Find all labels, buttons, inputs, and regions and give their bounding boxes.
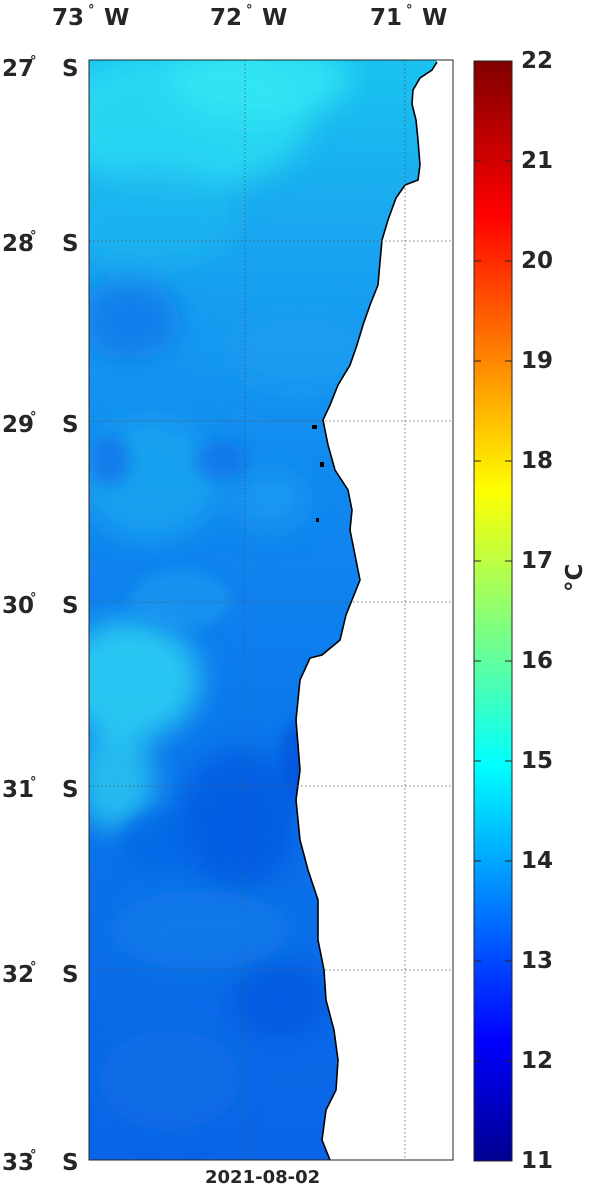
colorbar-ticks	[474, 160, 512, 1062]
lat-label-27s: 27 ° S	[2, 54, 79, 82]
map-frame	[88, 59, 454, 1161]
colorbar-tick-label: 19	[521, 348, 554, 374]
colorbar-tick-label: 11	[521, 1148, 554, 1174]
sea-surface-temperature-field	[89, 60, 437, 1160]
colorbar-tick-label: 14	[521, 848, 554, 874]
colorbar-tick-label: 13	[521, 948, 554, 974]
lat-label-33s: 33 ° S	[2, 1148, 79, 1176]
colorbar-tick-label: 18	[521, 448, 554, 474]
island-marker	[316, 518, 319, 522]
island-marker	[320, 462, 324, 467]
lon-label-71w: 71 ° W	[370, 3, 448, 31]
lat-label-28s: 28 ° S	[2, 229, 79, 257]
colorbar-tick-label: 17	[521, 548, 554, 574]
lon-label-72w: 72 ° W	[210, 3, 288, 31]
lat-label-30s: 30 ° S	[2, 591, 79, 619]
colorbar	[473, 60, 513, 1162]
colorbar-tick-label: 12	[521, 1048, 554, 1074]
colorbar-unit-label: °C	[562, 563, 588, 592]
island-marker	[312, 425, 317, 429]
colorbar-tick-label: 20	[521, 248, 554, 274]
lat-label-29s: 29 ° S	[2, 410, 79, 438]
colorbar-tick-label: 16	[521, 648, 554, 674]
coastline	[295, 61, 438, 1161]
lon-label-73w: 73 ° W	[52, 3, 130, 31]
map-date-label: 2021-08-02	[205, 1167, 321, 1188]
lat-label-32s: 32 ° S	[2, 960, 79, 988]
colorbar-tick-label: 21	[521, 148, 554, 174]
lat-label-31s: 31 ° S	[2, 775, 79, 803]
colorbar-tick-label: 22	[521, 48, 554, 74]
colorbar-tick-label: 15	[521, 748, 554, 774]
